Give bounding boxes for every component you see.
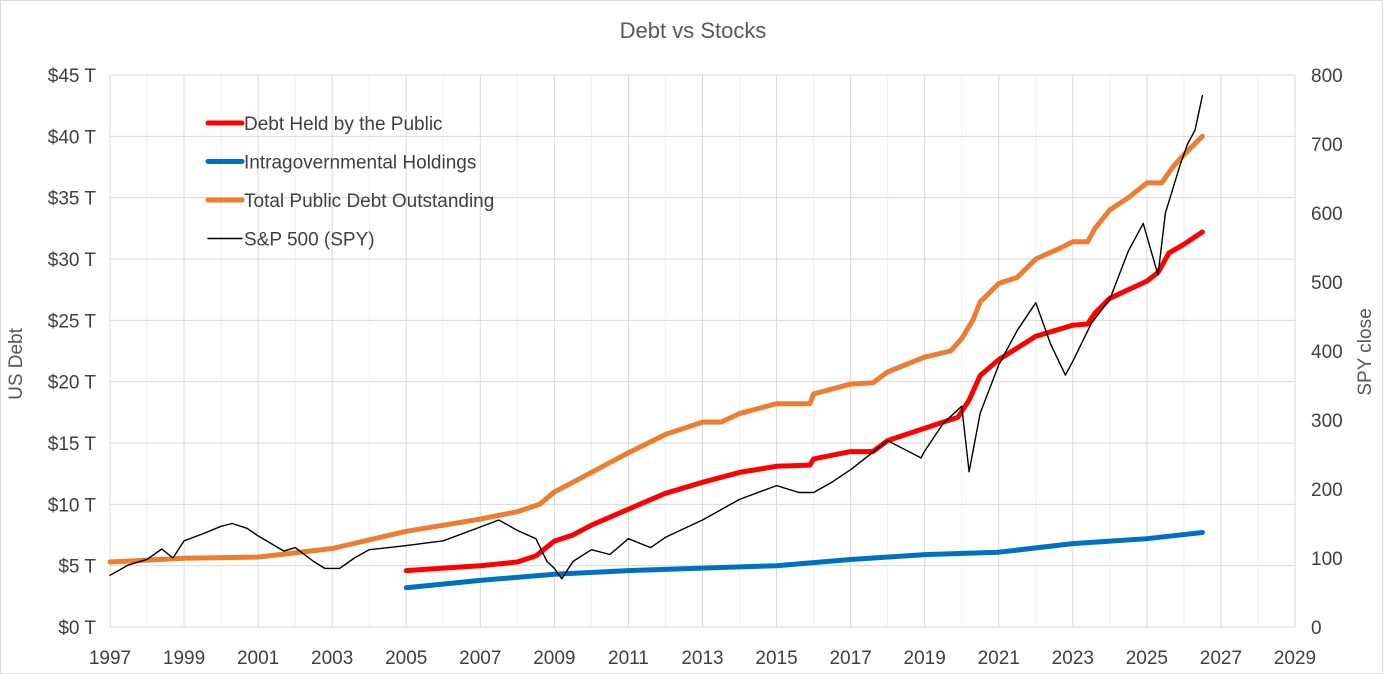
y2-tick-label: 100 <box>1311 549 1343 570</box>
y-tick-label: $40 T <box>48 127 97 148</box>
x-tick-label: 2001 <box>237 648 279 669</box>
y2-tick-label: 300 <box>1311 411 1343 432</box>
x-tick-label: 2003 <box>311 648 353 669</box>
y-tick-label: $45 T <box>48 66 97 87</box>
x-tick-label: 2027 <box>1200 648 1242 669</box>
x-tick-label: 2029 <box>1274 648 1316 669</box>
x-tick-label: 2025 <box>1126 648 1168 669</box>
legend-label-debt-held-by-the-public: Debt Held by the Public <box>244 114 443 135</box>
legend-label-total-public-debt-outstanding: Total Public Debt Outstanding <box>244 191 494 212</box>
x-tick-label: 2023 <box>1052 648 1094 669</box>
series-layer <box>107 95 1205 591</box>
legend-label-intragovernmental-holdings: Intragovernmental Holdings <box>244 153 476 174</box>
y-tick-label: $0 T <box>58 618 96 639</box>
y2-axis-label: SPY close <box>1355 308 1376 395</box>
legend: Debt Held by the Public Intragovernmental… <box>205 114 494 251</box>
x-tick-label: 2015 <box>755 648 797 669</box>
y2-tick-label: 500 <box>1311 273 1343 294</box>
y-tick-label: $5 T <box>58 557 96 578</box>
y2-tick-label: 800 <box>1311 66 1343 87</box>
series-line-s-p-500-spy <box>109 95 1204 580</box>
x-tick-label: 1999 <box>163 648 205 669</box>
x-tick-label: 2013 <box>681 648 723 669</box>
y-tick-label: $25 T <box>48 311 97 332</box>
y2-tick-label: 0 <box>1311 618 1322 639</box>
y2-tick-label: 400 <box>1311 342 1343 363</box>
legend-label-s-p-500-spy: S&P 500 (SPY) <box>244 230 375 251</box>
y2-tick-label: 600 <box>1311 204 1343 225</box>
x-tick-label: 2007 <box>459 648 501 669</box>
series-line-intragovernmental-holdings <box>403 530 1205 591</box>
x-tick-label: 2009 <box>533 648 575 669</box>
x-tick-label: 2005 <box>385 648 427 669</box>
x-tick-label: 1997 <box>89 648 131 669</box>
y-tick-label: $15 T <box>48 434 97 455</box>
x-tick-label: 2021 <box>978 648 1020 669</box>
y-axis-label: US Debt <box>6 327 27 400</box>
x-tick-label: 2017 <box>829 648 871 669</box>
y-tick-label: $10 T <box>48 495 97 516</box>
y-tick-label: $30 T <box>48 250 97 271</box>
chart-title: Debt vs Stocks <box>620 18 767 43</box>
y2-tick-label: 700 <box>1311 135 1343 156</box>
y2-tick-label: 200 <box>1311 480 1343 501</box>
grid-layer <box>109 74 1296 628</box>
axis-layer: 1997 1999 2001 2003 2005 2007 2009 2011 2013 2015… <box>48 66 1343 669</box>
y-tick-label: $35 T <box>48 189 97 210</box>
x-tick-label: 2019 <box>904 648 946 669</box>
x-tick-label: 2011 <box>608 648 649 669</box>
y-tick-label: $20 T <box>48 373 97 394</box>
series-line-total-public-debt-outstanding <box>107 133 1205 565</box>
